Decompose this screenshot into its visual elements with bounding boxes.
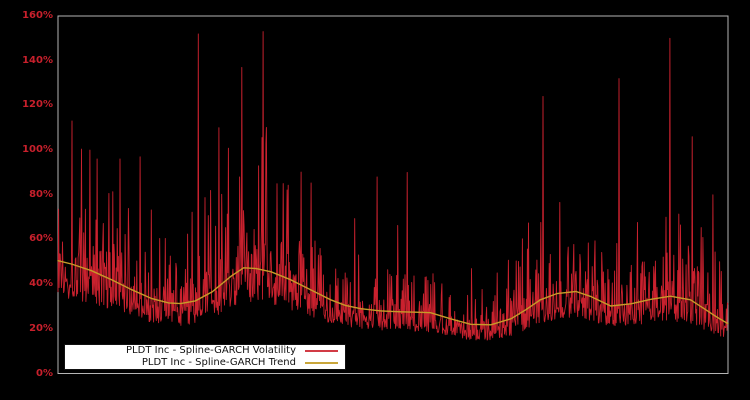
legend-entry-trend: PLDT Inc - Spline-GARCH Trend (65, 357, 345, 369)
plot-border (57, 15, 729, 374)
y-tick-label: 0% (36, 367, 53, 379)
y-tick-label: 60% (29, 233, 53, 245)
y-tick-label: 40% (29, 278, 53, 290)
y-axis: 0% 20% 40% 60% 80% 100% 120% 140% 160% (0, 0, 53, 400)
y-tick-label: 160% (22, 10, 53, 21)
legend-entry-volatility: PLDT Inc - Spline-GARCH Volatility (65, 345, 345, 357)
y-tick-label: 140% (22, 54, 53, 66)
y-tick-label: 80% (29, 188, 53, 200)
volatility-series-path (57, 31, 729, 341)
volatility-line-sample-icon (305, 350, 338, 352)
y-tick-label: 100% (22, 144, 53, 156)
volatility-legend-label: PLDT Inc - Spline-GARCH Volatility (126, 345, 296, 356)
trend-line-path (57, 260, 729, 326)
trend-line-sample-icon (305, 362, 338, 364)
legend: PLDT Inc - Spline-GARCH Volatility PLDT … (64, 344, 346, 370)
trend-legend-label: PLDT Inc - Spline-GARCH Trend (141, 357, 296, 368)
y-tick-label: 120% (22, 99, 53, 111)
y-tick-label: 20% (29, 322, 53, 334)
